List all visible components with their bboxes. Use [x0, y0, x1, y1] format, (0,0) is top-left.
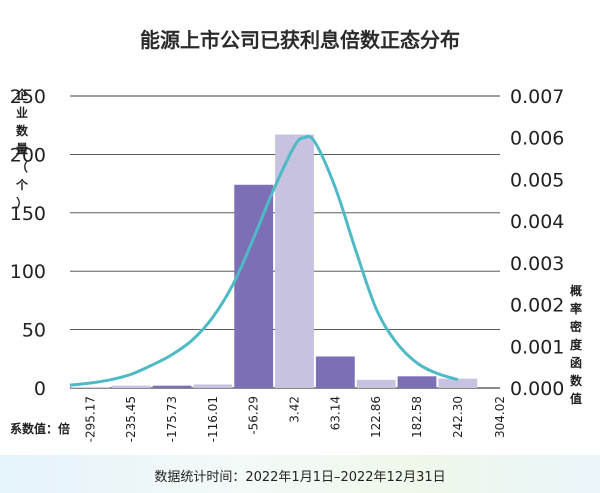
y2-tick-label: 0.001: [510, 336, 564, 358]
histogram-bar: [397, 376, 437, 388]
y-axis-label: 企业数量（个）: [15, 88, 28, 210]
histogram-bar: [71, 386, 110, 388]
density-curve: [69, 134, 459, 387]
footer-band: [0, 455, 600, 493]
x-tick-label: 3.42: [288, 396, 302, 423]
y-tick-label: 100: [10, 261, 46, 283]
histogram-bar: [275, 134, 314, 388]
y2-tick-label: 0.006: [510, 128, 564, 150]
histogram-bar: [111, 385, 151, 388]
chart-title: 能源上市公司已获利息倍数正态分布: [140, 28, 460, 52]
y-tick-label: 150: [10, 203, 46, 225]
histogram-bar: [193, 384, 233, 388]
x-tick-label: -295.17: [83, 396, 97, 442]
histogram-bar: [356, 379, 396, 388]
histogram-bar: [152, 385, 192, 388]
y-tick-label: 50: [22, 320, 46, 342]
x-tick-label: -235.45: [124, 396, 138, 442]
x-tick-label: -116.01: [206, 396, 220, 442]
x-tick-label: 182.58: [410, 396, 424, 438]
y2-tick-label: 0.004: [510, 211, 564, 233]
y2-tick-label: 0.000: [510, 378, 564, 400]
x-axis-unit-label: 系数值：倍: [10, 422, 71, 436]
y2-tick-label: 0.003: [510, 253, 564, 275]
y-tick-label: 250: [10, 86, 46, 108]
footer-date-range: 数据统计时间：2022年1月1日–2022年12月31日: [154, 470, 446, 485]
y2-tick-label: 0.005: [510, 169, 564, 191]
x-tick-label: 304.02: [493, 396, 507, 438]
x-tick-label: -175.73: [165, 396, 179, 442]
y-tick-label: 0: [34, 378, 46, 400]
x-tick-label: -56.29: [247, 396, 261, 435]
y2-tick-label: 0.002: [510, 295, 564, 317]
histogram-bar: [234, 184, 274, 388]
x-tick-label: 122.86: [369, 396, 383, 438]
histogram-bar: [315, 356, 355, 388]
y2-axis-label: 概率密度函数值: [569, 284, 582, 406]
y-tick-label: 200: [10, 144, 46, 166]
x-tick-label: 242.30: [451, 396, 465, 438]
y2-tick-label: 0.007: [510, 86, 564, 108]
histogram-bar: [438, 378, 478, 388]
x-tick-label: 63.14: [328, 396, 342, 430]
